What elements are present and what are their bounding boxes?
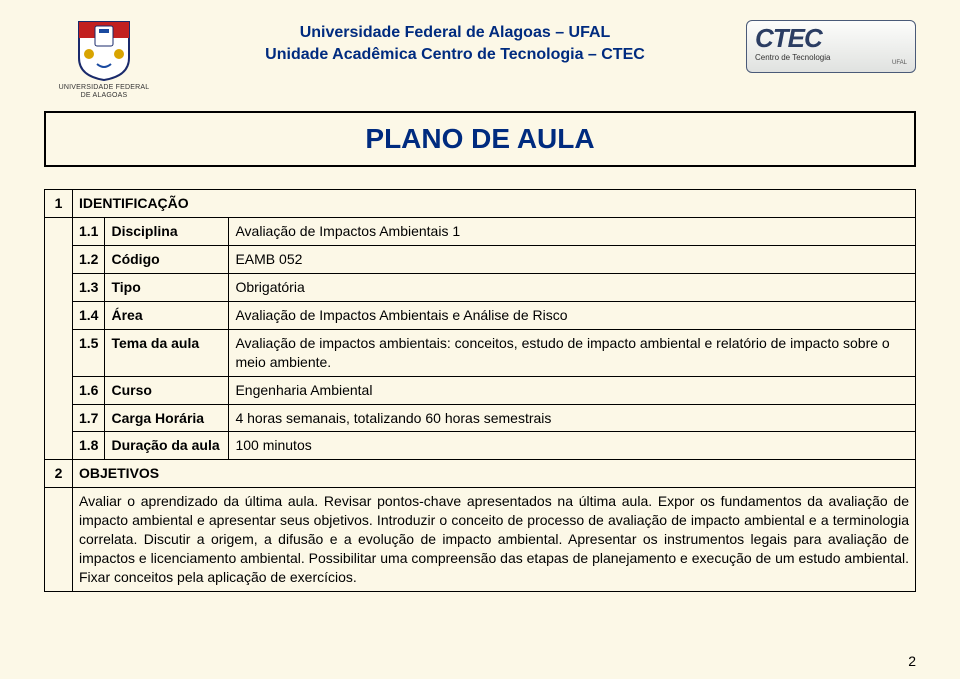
section-1-header-row: 1 IDENTIFICAÇÃO <box>45 190 916 218</box>
row-value: 100 minutos <box>229 432 916 460</box>
row-num: 1.5 <box>73 329 105 376</box>
row-value: Avaliação de Impactos Ambientais e Análi… <box>229 301 916 329</box>
section-2-head: OBJETIVOS <box>73 460 916 488</box>
document-header: UNIVERSIDADE FEDERAL DE ALAGOAS Universi… <box>44 18 916 99</box>
table-row: 1.6 Curso Engenharia Ambiental <box>45 376 916 404</box>
table-row: 1.2 Código EAMB 052 <box>45 246 916 274</box>
header-line-1: Universidade Federal de Alagoas – UFAL <box>164 22 746 44</box>
row-num: 1.4 <box>73 301 105 329</box>
section-1-num: 1 <box>45 190 73 218</box>
row-label: Curso <box>105 376 229 404</box>
row-label: Área <box>105 301 229 329</box>
section-1-head: IDENTIFICAÇÃO <box>73 190 916 218</box>
row-label: Código <box>105 246 229 274</box>
section-2-num: 2 <box>45 460 73 488</box>
row-num: 1.8 <box>73 432 105 460</box>
row-num: 1.2 <box>73 246 105 274</box>
table-row: 1.4 Área Avaliação de Impactos Ambientai… <box>45 301 916 329</box>
row-label: Disciplina <box>105 218 229 246</box>
header-titles: Universidade Federal de Alagoas – UFAL U… <box>164 18 746 65</box>
row-label: Carga Horária <box>105 404 229 432</box>
row-value: Engenharia Ambiental <box>229 376 916 404</box>
ufal-shield-icon <box>75 18 133 82</box>
page-number: 2 <box>908 653 916 669</box>
row-value: 4 horas semanais, totalizando 60 horas s… <box>229 404 916 432</box>
ufal-logo: UNIVERSIDADE FEDERAL DE ALAGOAS <box>44 18 164 99</box>
section-2-body-row: Avaliar o aprendizado da última aula. Re… <box>45 488 916 591</box>
header-line-2: Unidade Acadêmica Centro de Tecnologia –… <box>164 44 746 66</box>
row-num: 1.7 <box>73 404 105 432</box>
ctec-label: CTEC <box>755 25 907 51</box>
row-label: Duração da aula <box>105 432 229 460</box>
document-title-frame: PLANO DE AULA <box>44 111 916 167</box>
row-label: Tipo <box>105 274 229 302</box>
row-label: Tema da aula <box>105 329 229 376</box>
ufal-logo-caption: UNIVERSIDADE FEDERAL DE ALAGOAS <box>59 84 150 99</box>
row-num: 1.3 <box>73 274 105 302</box>
row-value: Avaliação de impactos ambientais: concei… <box>229 329 916 376</box>
row-value: EAMB 052 <box>229 246 916 274</box>
table-row: 1.5 Tema da aula Avaliação de impactos a… <box>45 329 916 376</box>
table-row: 1.7 Carga Horária 4 horas semanais, tota… <box>45 404 916 432</box>
section-2-header-row: 2 OBJETIVOS <box>45 460 916 488</box>
row-num: 1.1 <box>73 218 105 246</box>
row-value: Obrigatória <box>229 274 916 302</box>
plan-table: 1 IDENTIFICAÇÃO 1.1 Disciplina Avaliação… <box>44 189 916 591</box>
row-num: 1.6 <box>73 376 105 404</box>
table-row: 1.1 Disciplina Avaliação de Impactos Amb… <box>45 218 916 246</box>
table-row: 1.8 Duração da aula 100 minutos <box>45 432 916 460</box>
objetivos-text: Avaliar o aprendizado da última aula. Re… <box>73 488 916 591</box>
table-row: 1.3 Tipo Obrigatória <box>45 274 916 302</box>
document-title: PLANO DE AULA <box>365 123 594 154</box>
ctec-logo: CTEC Centro de Tecnologia UFAL <box>746 18 916 73</box>
row-value: Avaliação de Impactos Ambientais 1 <box>229 218 916 246</box>
